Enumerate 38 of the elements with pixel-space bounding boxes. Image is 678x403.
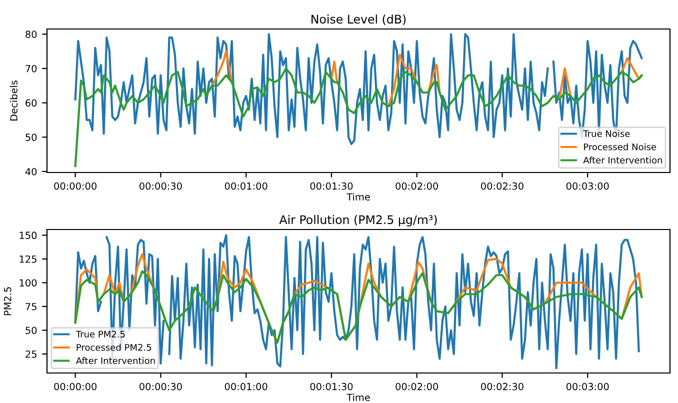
y-tick-label: 40 <box>25 168 37 176</box>
x-tick-label: 00:01:00 <box>224 382 268 390</box>
x-tick-label: 00:03:00 <box>566 182 609 190</box>
y-tick-label: 80 <box>26 30 37 38</box>
y-tick-label: 125 <box>20 255 36 263</box>
chart-title: Noise Level (dB) <box>312 14 406 25</box>
legend-label: True Noise <box>583 130 630 138</box>
x-tick-label: 00:02:00 <box>396 382 438 390</box>
x-tick-label: 00:00:00 <box>54 182 97 190</box>
legend-label: After Intervention <box>583 156 662 164</box>
x-tick-label: 00:00:00 <box>54 382 97 390</box>
chart-title: Air Pollution (PM2.5 μg/m³) <box>279 214 437 226</box>
x-tick-label: 00:02:30 <box>481 182 524 190</box>
x-tick-label: 00:02:00 <box>396 182 438 190</box>
y-tick-label: 25 <box>26 350 36 358</box>
y-tick-label: 70 <box>26 64 37 72</box>
legend-label: After Intervention <box>76 357 155 364</box>
x-tick-label: 00:00:30 <box>140 182 182 190</box>
x-axis-title: Time <box>346 193 370 201</box>
x-tick-label: 00:03:00 <box>566 382 609 390</box>
x-tick-label: 00:01:30 <box>310 182 353 190</box>
y-axis-title: Decibels <box>10 80 18 121</box>
y-tick-label: 100 <box>20 279 37 287</box>
x-tick-label: 00:01:00 <box>224 182 268 190</box>
y-tick-label: 50 <box>26 326 37 334</box>
y-tick-label: 75 <box>26 303 36 310</box>
x-tick-label: 00:02:30 <box>481 382 524 390</box>
y-axis-title: PM2.5 <box>4 287 12 316</box>
x-tick-label: 00:01:30 <box>310 382 353 390</box>
legend-label: Processed Noise <box>584 143 656 150</box>
y-tick-label: 60 <box>26 99 37 107</box>
x-tick-label: 00:00:30 <box>140 382 182 390</box>
line-series <box>74 270 643 344</box>
legend-label: True PM2.5 <box>76 330 125 338</box>
legend-label: Processed PM2.5 <box>76 344 152 351</box>
x-axis-title: Time <box>346 394 370 402</box>
y-tick-label: 150 <box>20 232 37 240</box>
y-tick-label: 50 <box>26 134 37 141</box>
